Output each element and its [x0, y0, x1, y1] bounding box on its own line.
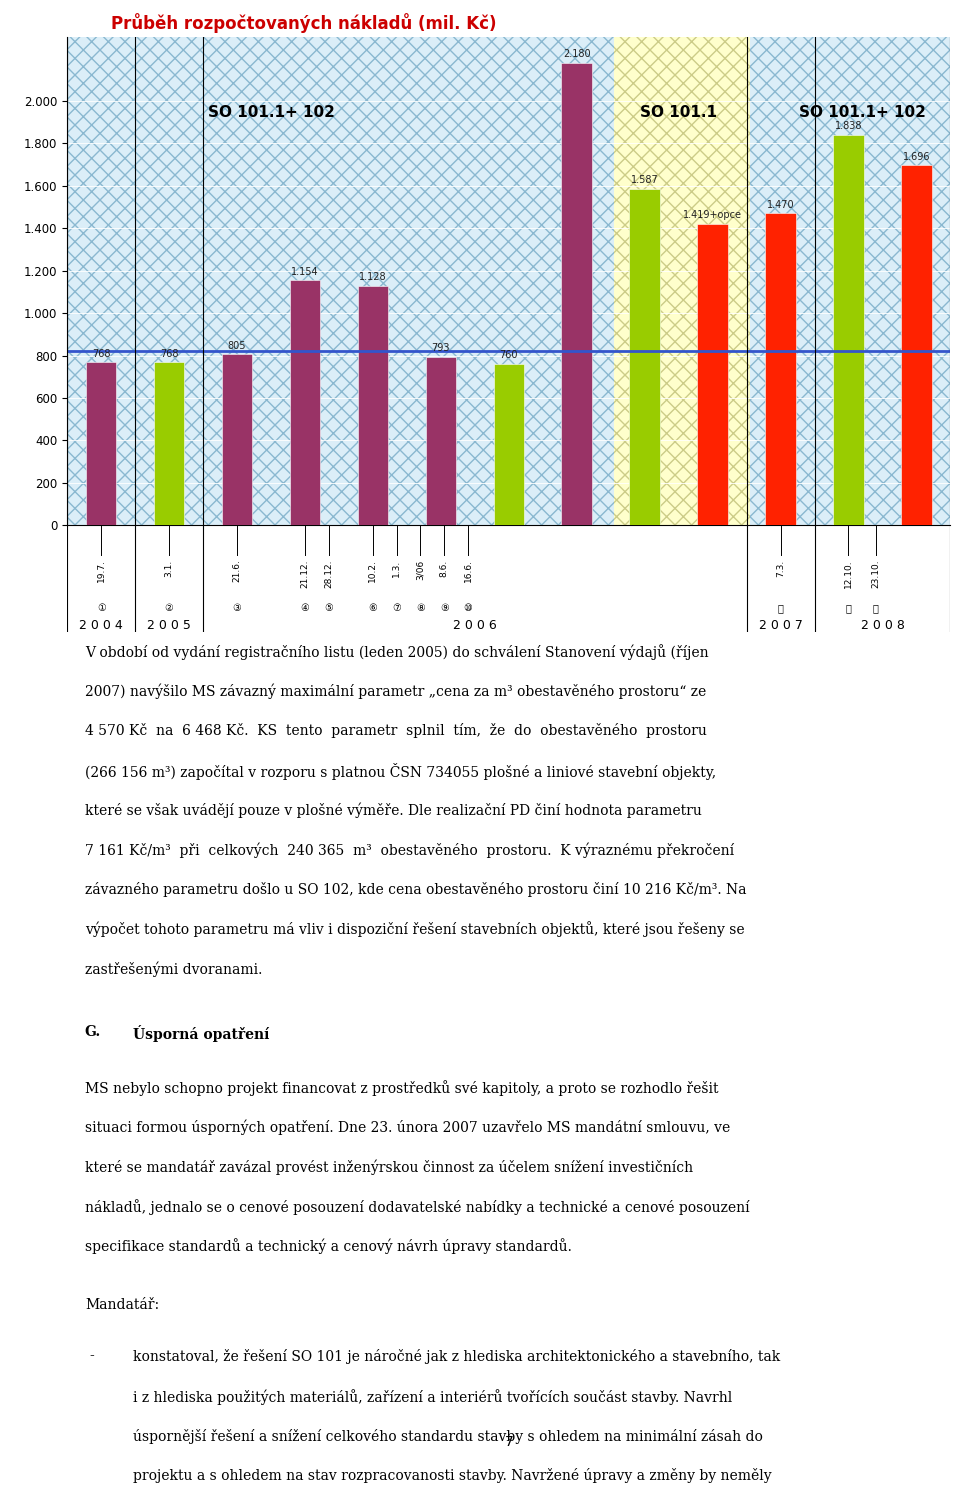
Text: ⑨: ⑨	[440, 604, 448, 614]
Text: 16.6.: 16.6.	[464, 559, 472, 583]
Text: 7.3.: 7.3.	[776, 559, 785, 577]
Text: konstatoval, že řešení SO 101 je náročné jak z hlediska architektonického a stav: konstatoval, že řešení SO 101 je náročné…	[133, 1350, 780, 1365]
Bar	[425, 357, 456, 525]
Text: nákladů, jednalo se o cenové posouzení dodavatelské nabídky a technické a cenové: nákladů, jednalo se o cenové posouzení d…	[84, 1199, 750, 1215]
Bar	[493, 364, 524, 525]
Text: Průběh rozpočtovaných nákladů (mil. Kč): Průběh rozpočtovaných nákladů (mil. Kč)	[111, 13, 497, 33]
Text: 760: 760	[499, 351, 518, 360]
Bar	[154, 363, 184, 525]
Text: 1.470: 1.470	[767, 199, 794, 210]
Text: 2 0 0 4: 2 0 0 4	[80, 619, 123, 632]
Text: projektu a s ohledem na stav rozpracovanosti stavby. Navržené úpravy a změny by : projektu a s ohledem na stav rozpracovan…	[133, 1468, 772, 1484]
Text: MS nebylo schopno projekt financovat z prostředků své kapitoly, a proto se rozho: MS nebylo schopno projekt financovat z p…	[84, 1080, 718, 1096]
Text: V období od vydání registračního listu (leden 2005) do schválení Stanovení výdaj: V období od vydání registračního listu (…	[84, 644, 708, 660]
Text: které se mandatář zavázal provést inženýrskou činnost za účelem snížení investič: které se mandatář zavázal provést inžený…	[84, 1160, 693, 1175]
Text: 2 0 0 8: 2 0 0 8	[860, 619, 904, 632]
Text: 2 0 0 7: 2 0 0 7	[758, 619, 803, 632]
Text: 28.12.: 28.12.	[324, 559, 333, 587]
Text: 2 0 0 5: 2 0 0 5	[147, 619, 191, 632]
Text: ⑦: ⑦	[393, 604, 401, 614]
Text: situaci formou úsporných opatření. Dne 23. února 2007 uzavřelo MS mandátní smlou: situaci formou úsporných opatření. Dne 2…	[84, 1120, 731, 1135]
Text: zastřešenými dvoranami.: zastřešenými dvoranami.	[84, 961, 262, 977]
Text: 4 570 Kč  na  6 468 Kč.  KS  tento  parametr  splnil  tím,  že  do  obestavěného: 4 570 Kč na 6 468 Kč. KS tento parametr …	[84, 724, 707, 739]
Text: 768: 768	[160, 348, 179, 358]
Bar	[290, 281, 321, 525]
Text: které se však uvádějí pouze v plošné výměře. Dle realizační PD činí hodnota para: které se však uvádějí pouze v plošné vým…	[84, 803, 702, 818]
Bar	[222, 354, 252, 525]
Bar	[614, 37, 750, 525]
Text: ⑩: ⑩	[464, 604, 472, 614]
Bar	[630, 189, 660, 525]
Text: ①: ①	[97, 604, 106, 614]
Text: 2007) navýšilo MS závazný maximální parametr „cena za m³ obestavěného prostoru“ : 2007) navýšilo MS závazný maximální para…	[84, 684, 707, 699]
Text: 19.7.: 19.7.	[97, 559, 106, 583]
Text: 21.6.: 21.6.	[232, 559, 242, 583]
Text: 1.128: 1.128	[359, 272, 387, 283]
Text: 7: 7	[504, 1435, 514, 1448]
Text: (266 156 m³) započítal v rozporu s platnou ČSN 734055 plošné a liniové stavební : (266 156 m³) započítal v rozporu s platn…	[84, 763, 716, 781]
Text: 8.6.: 8.6.	[440, 559, 448, 577]
Text: Úsporná opatření: Úsporná opatření	[133, 1025, 270, 1041]
Text: 21.12.: 21.12.	[300, 559, 309, 587]
Text: i z hlediska použitých materiálů, zařízení a interiérů tvořících součást stavby.: i z hlediska použitých materiálů, zaříze…	[133, 1389, 732, 1405]
Text: závazného parametru došlo u SO 102, kde cena obestavěného prostoru činí 10 216 K: závazného parametru došlo u SO 102, kde …	[84, 882, 746, 897]
Bar	[901, 165, 932, 525]
Text: ③: ③	[232, 604, 241, 614]
Text: 805: 805	[228, 341, 247, 351]
Text: ⑫: ⑫	[846, 604, 852, 614]
Text: 7 161 Kč/m³  při  celkových  240 365  m³  obestavěného  prostoru.  K výraznému p: 7 161 Kč/m³ při celkových 240 365 m³ obe…	[84, 842, 734, 858]
Text: specifikace standardů a technický a cenový návrh úpravy standardů.: specifikace standardů a technický a ceno…	[84, 1239, 572, 1255]
Text: 2 0 0 6: 2 0 0 6	[453, 619, 496, 632]
Text: ②: ②	[165, 604, 174, 614]
Text: výpočet tohoto parametru má vliv i dispoziční řešení stavebních objektů, které j: výpočet tohoto parametru má vliv i dispo…	[84, 922, 745, 937]
Text: 1.3.: 1.3.	[393, 559, 401, 577]
Text: SO 101.1: SO 101.1	[640, 106, 717, 120]
Text: SO 101.1+ 102: SO 101.1+ 102	[799, 106, 925, 120]
Text: 1.587: 1.587	[631, 174, 659, 184]
Text: ⑥: ⑥	[369, 604, 377, 614]
Text: -: -	[89, 1350, 94, 1364]
Text: ⑪: ⑪	[778, 604, 783, 614]
Bar	[697, 225, 728, 525]
Text: 3.1.: 3.1.	[164, 559, 174, 577]
Text: 768: 768	[92, 348, 110, 358]
Bar	[358, 286, 388, 525]
Text: 1.696: 1.696	[902, 152, 930, 162]
Bar	[85, 363, 116, 525]
Text: ⑤: ⑤	[324, 604, 333, 614]
Bar	[562, 62, 592, 525]
Text: 1.838: 1.838	[835, 122, 862, 131]
Text: Mandatář:: Mandatář:	[84, 1298, 159, 1312]
Bar	[833, 135, 864, 525]
Text: ⑬: ⑬	[873, 604, 878, 614]
Text: 1.419+opce: 1.419+opce	[684, 210, 742, 220]
Text: G.: G.	[84, 1025, 101, 1038]
Text: 2.180: 2.180	[563, 49, 590, 59]
Text: ⑧: ⑧	[416, 604, 425, 614]
Text: 3/06: 3/06	[416, 559, 425, 580]
Text: 793: 793	[432, 343, 450, 354]
Text: 12.10.: 12.10.	[844, 559, 853, 587]
Text: ④: ④	[300, 604, 309, 614]
Text: 23.10.: 23.10.	[871, 559, 880, 587]
Text: SO 101.1+ 102: SO 101.1+ 102	[207, 106, 334, 120]
Text: 10.2.: 10.2.	[369, 559, 377, 583]
Bar	[614, 37, 750, 525]
Text: 1.154: 1.154	[291, 266, 319, 277]
Bar	[765, 213, 796, 525]
Text: úspornější řešení a snížení celkového standardu stavby s ohledem na minimální zá: úspornější řešení a snížení celkového st…	[133, 1429, 763, 1444]
